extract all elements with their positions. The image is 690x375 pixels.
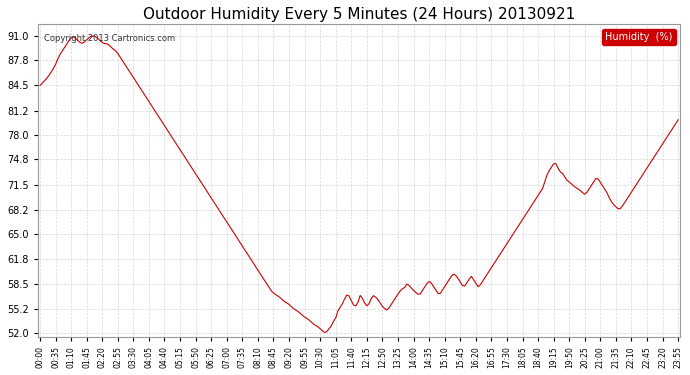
- Title: Outdoor Humidity Every 5 Minutes (24 Hours) 20130921: Outdoor Humidity Every 5 Minutes (24 Hou…: [143, 7, 575, 22]
- Text: Copyright 2013 Cartronics.com: Copyright 2013 Cartronics.com: [44, 34, 175, 43]
- Legend: Humidity  (%): Humidity (%): [602, 29, 676, 45]
